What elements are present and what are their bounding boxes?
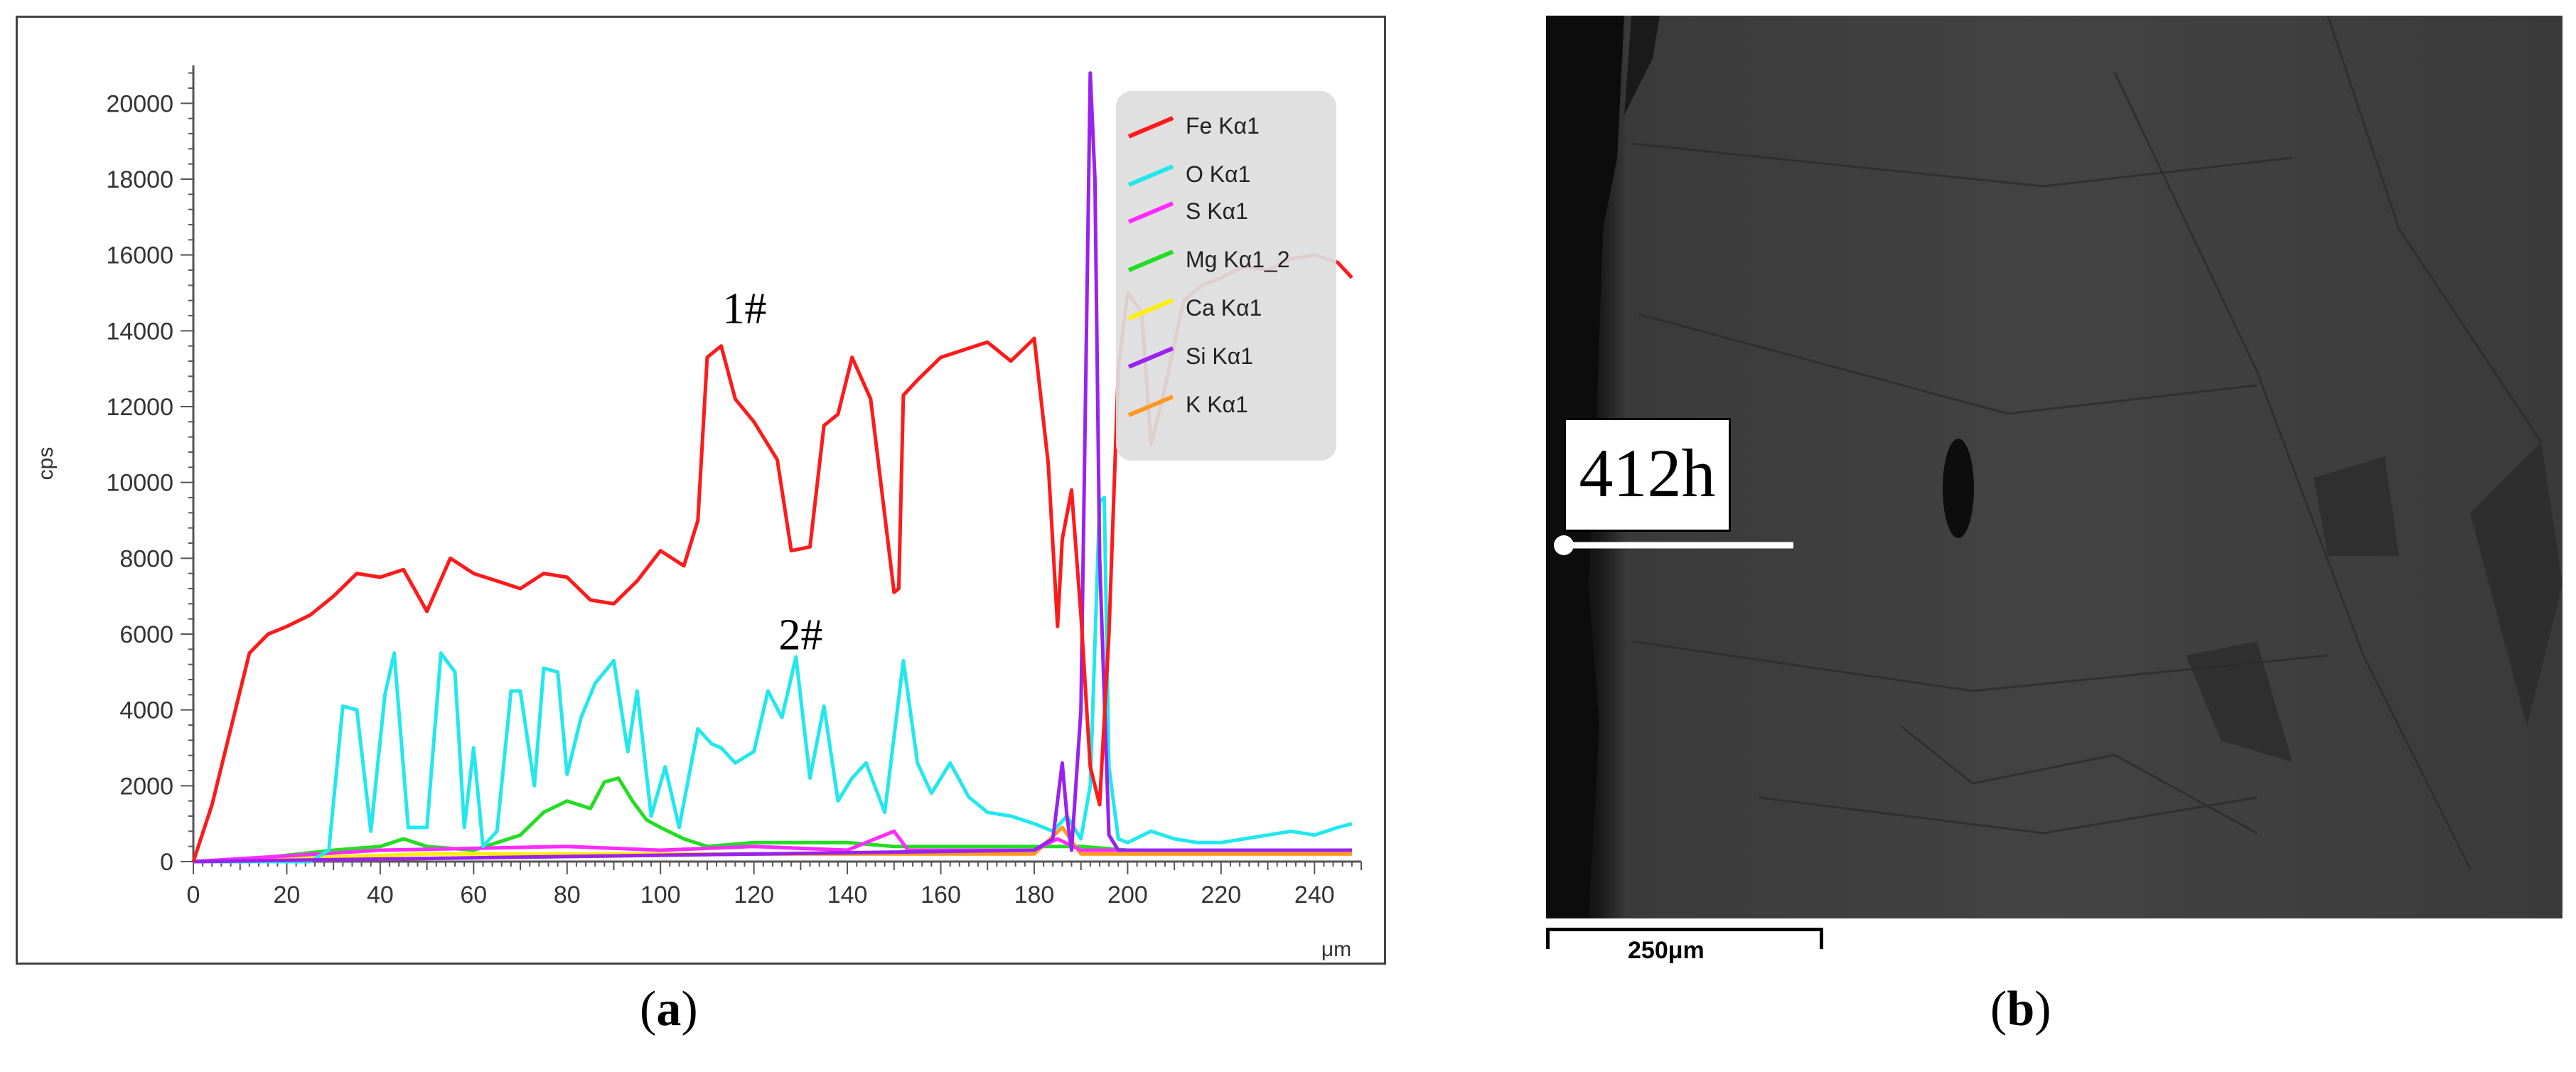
x-tick-label: 200 — [1107, 881, 1148, 908]
x-tick-label: 240 — [1294, 881, 1335, 908]
legend-swatch — [1127, 298, 1174, 321]
legend-label: Fe Kα1 — [1186, 113, 1260, 139]
y-tick-label: 6000 — [119, 621, 173, 648]
caption-b: (b) — [1990, 982, 2051, 1036]
legend-swatch — [1127, 346, 1174, 369]
chart-axes: 0 20 40 60 80 100 120 140 160 180 200 220 240 0 2000 40… — [34, 65, 1362, 961]
y-axis-title: cps — [34, 447, 58, 481]
legend-swatch — [1127, 116, 1174, 139]
legend-box — [1116, 91, 1336, 461]
x-axis-title: μm — [1321, 938, 1351, 961]
x-tick-label: 40 — [367, 881, 394, 908]
pore-defect — [1943, 439, 1974, 538]
exposure-time-label: 412h — [1564, 418, 1731, 532]
legend-label: O Kα1 — [1186, 161, 1250, 187]
series-line-o — [193, 495, 1353, 864]
legend-label: Mg Kα1_2 — [1186, 247, 1290, 272]
legend-label: Si Kα1 — [1186, 343, 1253, 369]
scale-bar — [1546, 928, 1823, 949]
chart-annotations: 1# 2# — [722, 285, 822, 660]
peak-annotation: 2# — [778, 611, 822, 659]
x-tick-label: 20 — [274, 881, 301, 908]
legend-label: K Kα1 — [1186, 392, 1248, 417]
x-tick-label: 60 — [460, 881, 487, 908]
legend-label: Ca Kα1 — [1186, 295, 1262, 321]
legend-swatch — [1127, 201, 1174, 224]
y-tick-label: 8000 — [119, 545, 173, 572]
x-tick-label: 100 — [640, 881, 681, 908]
x-tick-label: 0 — [187, 881, 200, 908]
x-tick-label: 180 — [1014, 881, 1055, 908]
x-tick-label: 120 — [734, 881, 774, 908]
y-tick-label: 10000 — [106, 470, 173, 497]
scan-start-marker — [1554, 535, 1574, 555]
caption-a: (a) — [640, 982, 698, 1036]
y-tick-label: 16000 — [106, 242, 173, 269]
scale-bar-label: 250μm — [1628, 937, 1705, 964]
y-tick-label: 14000 — [106, 318, 173, 345]
legend-swatch — [1127, 395, 1174, 417]
legend-swatch — [1127, 164, 1174, 187]
y-tick-label: 12000 — [106, 394, 173, 421]
x-tick-label: 160 — [921, 881, 961, 908]
x-tick-label: 140 — [827, 881, 868, 908]
series-line-ca — [193, 825, 1352, 864]
series-line-si — [193, 71, 1352, 864]
y-tick-label: 0 — [160, 849, 173, 876]
x-tick-label: 220 — [1201, 881, 1241, 908]
y-tick-label: 18000 — [106, 166, 173, 193]
x-tick-label: 80 — [554, 881, 581, 908]
y-tick-label: 2000 — [119, 773, 173, 800]
peak-annotation: 1# — [722, 285, 766, 333]
y-tick-label: 20000 — [106, 90, 173, 117]
chart-legend: Fe Kα1 O Kα1 S Kα1 Mg Kα1_2 Ca Kα1 Si Kα1 K Kα… — [1116, 91, 1336, 461]
y-tick-label: 4000 — [119, 697, 173, 724]
legend-label: S Kα1 — [1186, 198, 1248, 224]
legend-swatch — [1127, 250, 1174, 272]
